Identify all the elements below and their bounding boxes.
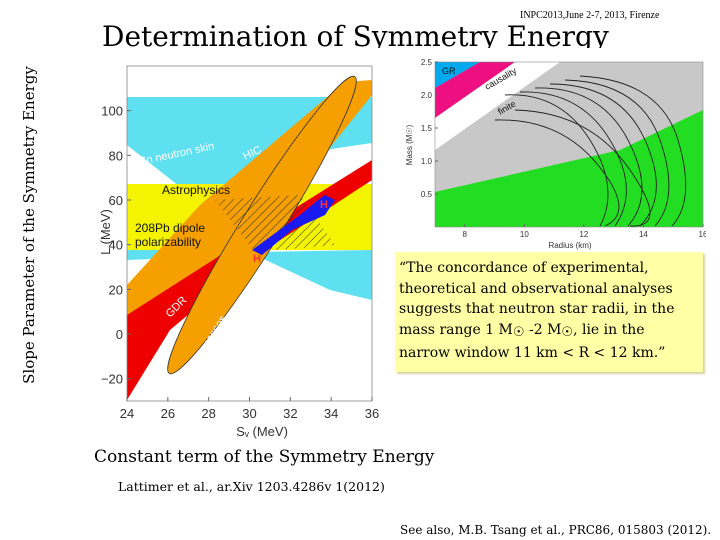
x-tick-label: 24	[120, 406, 134, 421]
quote-text-3: , lie in the narrow window 11 km < R < 1…	[399, 321, 666, 362]
region-label-astrophysics: Astrophysics	[162, 183, 230, 197]
region-label-h-lower: H	[253, 253, 261, 265]
mr-y-tick-label: 2.5	[421, 58, 433, 67]
mr-x-tick-label: 8	[463, 230, 468, 239]
mass-radius-chart: GR causality finite 8 10 12 14 16 0.5 1.0 1.5 2.…	[405, 58, 706, 250]
eos-curves	[494, 75, 687, 227]
finite-size-region	[435, 62, 560, 150]
x-tick-label: 32	[283, 406, 297, 421]
sun-symbol-1: ☉	[512, 324, 525, 340]
y-tick-label: −20	[101, 372, 123, 387]
constraint-regions: Sn neutron skin HIC GDR Nuclear masses A…	[127, 75, 372, 400]
x-axis-label: Sᵥ (MeV)	[236, 424, 288, 439]
quote-text-2: -2 M	[524, 321, 562, 338]
reference-citation: Lattimer et al., ar.Xiv 1203.4286v 1(201…	[118, 479, 385, 494]
x-tick-label: 30	[242, 406, 256, 421]
main-chart-ticks: 24 26 28 30 32 34 36 −20 0 20 40 60 80 100	[101, 104, 379, 421]
overlap-region	[252, 195, 335, 255]
y-tick-label: 60	[109, 193, 123, 208]
mr-y-tick-label: 2.0	[421, 91, 433, 100]
x-tick-label: 26	[161, 406, 175, 421]
mr-x-tick-label: 10	[520, 230, 529, 239]
x-tick-label: 28	[201, 406, 215, 421]
y-tick-label: 40	[109, 238, 123, 253]
region-label-dipole: 208Pb dipole	[135, 221, 205, 235]
mr-y-tick-label: 0.5	[421, 190, 433, 199]
x-axis-title: Constant term of the Symmetry Energy	[94, 447, 435, 467]
mr-y-axis-label: Mass (M☉)	[405, 124, 414, 165]
region-label-h-upper: H	[320, 199, 328, 211]
x-tick-label: 34	[324, 406, 338, 421]
sun-symbol-2: ☉	[561, 324, 574, 340]
mr-x-tick-label: 16	[699, 230, 706, 239]
mr-y-tick-label: 1.5	[421, 124, 433, 133]
mr-y-tick-label: 1.0	[421, 157, 433, 166]
quote-box: “The concordance of experimental, theore…	[395, 252, 703, 372]
see-also-citation: See also, M.B. Tsang et al., PRC86, 0158…	[400, 523, 712, 537]
y-tick-label: 80	[109, 148, 123, 163]
conference-note: INPC2013,June 2-7, 2013, Firenze	[520, 10, 660, 21]
mr-x-tick-label: 12	[579, 230, 588, 239]
quote-text-1: “The concordance of experimental, theore…	[399, 260, 675, 338]
mass-radius-regions: GR causality finite	[435, 62, 703, 227]
region-label-gr: GR	[442, 66, 456, 76]
y-tick-label: 0	[116, 327, 123, 342]
mass-radius-frame	[434, 61, 704, 228]
y-tick-label: 100	[101, 104, 123, 119]
dipole-polarizability-hatch	[215, 195, 335, 252]
mr-x-tick-label: 14	[639, 230, 648, 239]
green-band	[435, 110, 703, 227]
slide-title: Determination of Symmetry Energy	[102, 20, 609, 48]
mr-x-axis-label: Radius (km)	[548, 241, 591, 250]
region-label-polarizability: polarizability	[135, 235, 201, 249]
mass-radius-ticks: 8 10 12 14 16 0.5 1.0 1.5 2.0 2.5	[421, 58, 706, 239]
y-axis-label: L (MeV)	[98, 209, 113, 255]
y-tick-label: 20	[109, 282, 123, 297]
symmetry-energy-constraints-chart: Sn neutron skin HIC GDR Nuclear masses A…	[98, 65, 379, 439]
y-axis-title: Slope Parameter of the Symmetry Energy	[20, 66, 38, 384]
x-tick-label: 36	[365, 406, 379, 421]
